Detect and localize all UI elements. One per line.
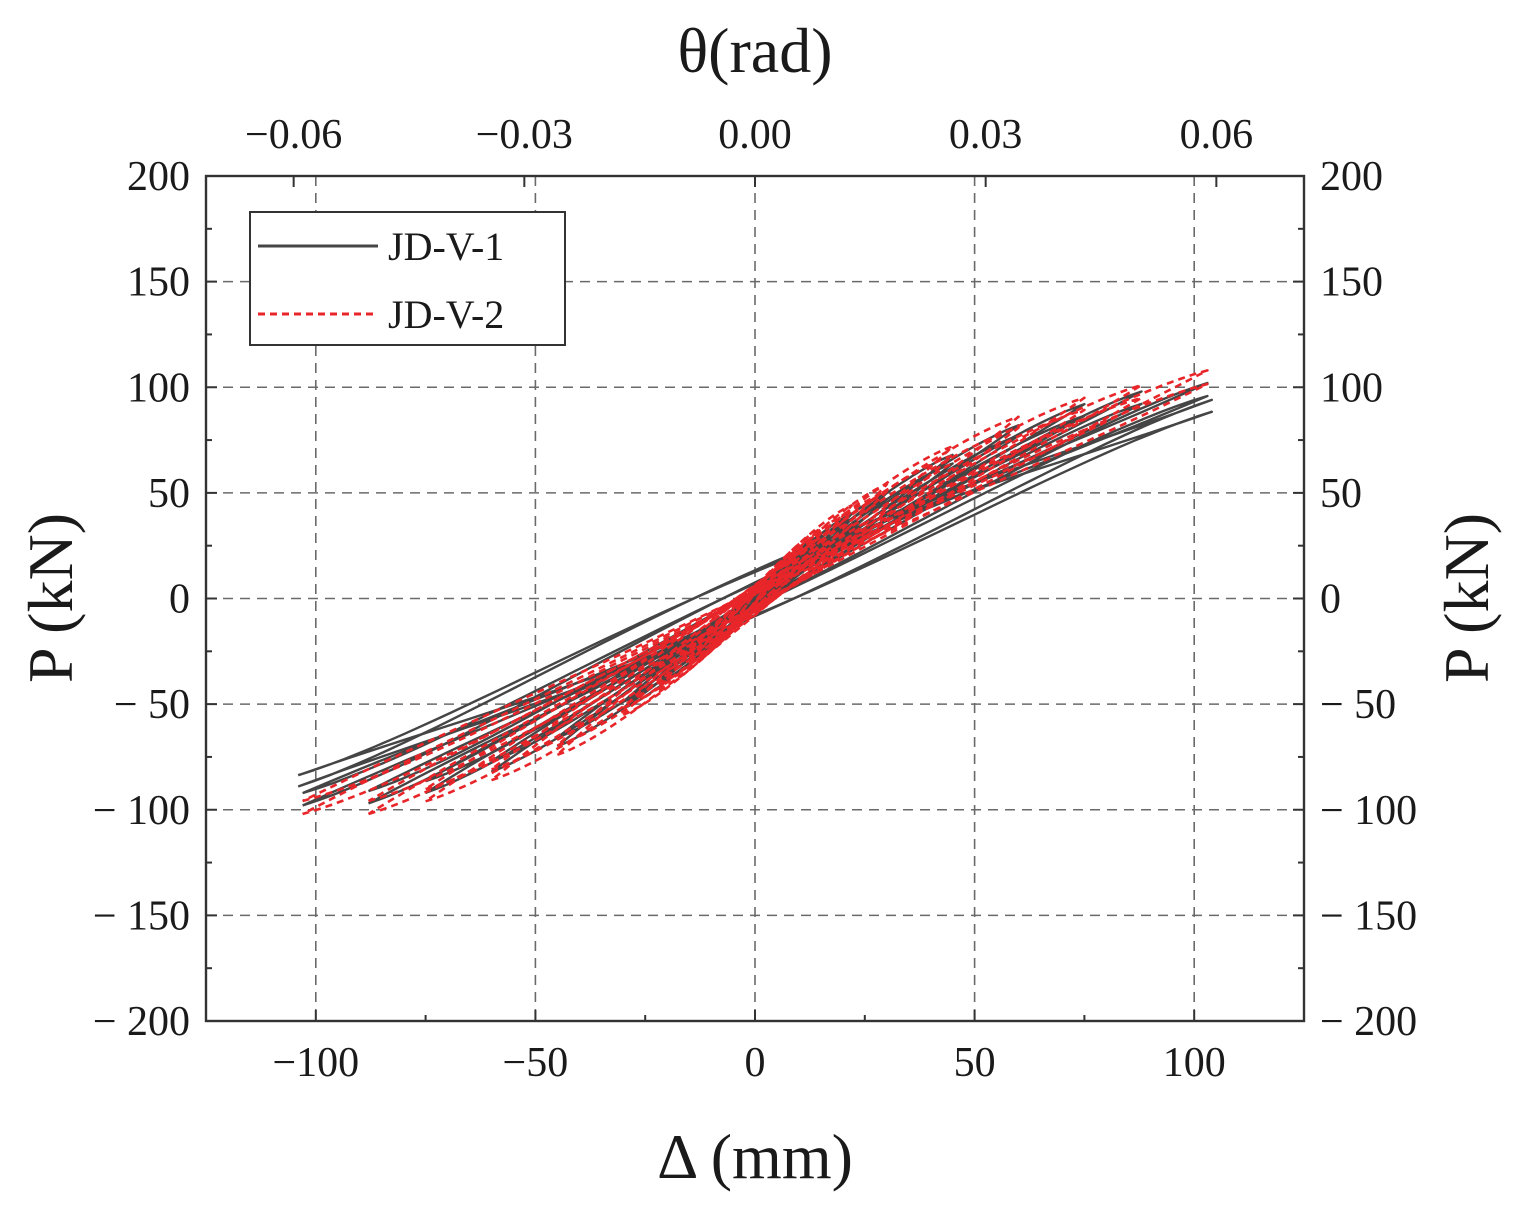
- y-left-tick-label: 100: [127, 365, 190, 411]
- x-tick-label: −50: [503, 1040, 569, 1086]
- y-right-tick-label: − 100: [1320, 788, 1417, 834]
- y-right-tick-label: 150: [1320, 260, 1383, 306]
- x-tick-label: 50: [954, 1040, 996, 1086]
- y-left-tick-label: 200: [127, 154, 190, 200]
- hysteresis-loop: [424, 408, 1086, 791]
- legend-label-jd-v-2: JD-V-2: [388, 292, 504, 337]
- hysteresis-loop: [731, 569, 779, 626]
- hysteresis-loop: [490, 415, 1020, 782]
- x2-tick-labels: −0.06 −0.03 0.00 0.03 0.06: [245, 112, 1253, 158]
- x2-tick-label: 0.00: [718, 112, 792, 158]
- hysteresis-loop: [302, 394, 1209, 795]
- series-curves: [297, 369, 1213, 816]
- y-left-tick-label: − 200: [93, 999, 190, 1045]
- hysteresis-loop: [490, 426, 1020, 771]
- x2-tick-label: −0.03: [476, 112, 573, 158]
- x-tick-label: 100: [1163, 1040, 1226, 1086]
- y-left-tick-label: 0: [169, 577, 190, 623]
- y-left-tick-label: 50: [148, 471, 190, 517]
- hysteresis-loop: [367, 396, 1143, 803]
- x-tick-label: −100: [272, 1040, 359, 1086]
- x2-tick-label: 0.06: [1180, 112, 1254, 158]
- hysteresis-loop: [424, 396, 1086, 803]
- x2-axis-title: θ(rad): [678, 15, 833, 86]
- y-right-tick-label: − 150: [1320, 893, 1417, 939]
- y-right-tick-label: 100: [1320, 365, 1383, 411]
- legend-label-jd-v-1: JD-V-1: [388, 224, 504, 269]
- axis-ticks: [205, 175, 1305, 1022]
- y-right-tick-label: − 200: [1320, 999, 1417, 1045]
- x-tick-label: 0: [745, 1040, 766, 1086]
- y-left-axis-title: P (kN): [15, 513, 86, 683]
- x-tick-labels: −100 −50 0 50 100: [272, 1040, 1225, 1086]
- hysteresis-loop: [297, 398, 1213, 788]
- y-left-tick-label: 150: [127, 260, 190, 306]
- y-left-tick-label: − 150: [93, 893, 190, 939]
- y-left-tick-label: − 50: [114, 682, 190, 728]
- x2-tick-label: 0.03: [949, 112, 1023, 158]
- x-axis-title: Δ (mm): [657, 1121, 853, 1192]
- y-right-tick-label: 200: [1320, 154, 1383, 200]
- hysteresis-loop: [657, 504, 853, 691]
- y-left-tick-label: − 100: [93, 788, 190, 834]
- y-right-axis-title: P (kN): [1431, 513, 1502, 683]
- hysteresis-loop: [367, 383, 1143, 816]
- hysteresis-loop: [301, 369, 1209, 816]
- y-right-tick-label: − 50: [1320, 682, 1396, 728]
- y-right-tick-labels: 200 150 100 50 0 − 50 − 100 − 150 − 200: [1320, 154, 1417, 1045]
- legend-box: [249, 211, 566, 346]
- y-right-tick-label: 50: [1320, 471, 1362, 517]
- x2-tick-label: −0.06: [245, 112, 342, 158]
- y-left-tick-labels: 200 150 100 50 0 − 50 − 100 − 150 − 200: [93, 154, 190, 1045]
- hysteresis-loop: [556, 445, 954, 757]
- y-right-tick-label: 0: [1320, 577, 1341, 623]
- legend: JD-V-1 JD-V-2: [249, 211, 566, 346]
- series-jd-v-2: [301, 369, 1209, 816]
- hysteresis-loop: [302, 382, 1209, 803]
